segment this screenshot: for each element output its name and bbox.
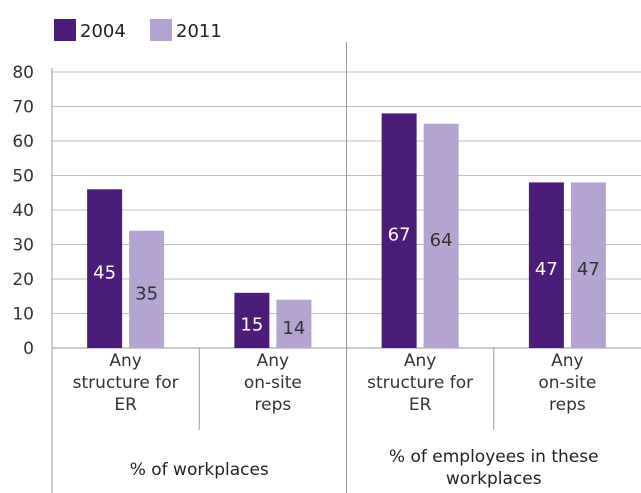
bar-2011-1 bbox=[276, 299, 312, 348]
category-label-line: ER bbox=[114, 395, 137, 415]
category-label-line: reps bbox=[549, 395, 586, 415]
category-label-line: on-site bbox=[244, 373, 302, 393]
category-label: Any on-site reps bbox=[244, 351, 302, 415]
bar-2011-3 bbox=[570, 182, 606, 348]
data-label: 64 bbox=[430, 230, 453, 251]
group-label-line: % of employees in these bbox=[389, 447, 599, 467]
bars: 45 35 15 14 67 64 47 47 bbox=[87, 113, 606, 349]
bar-2004-0 bbox=[87, 189, 123, 348]
y-axis: 0 10 20 30 40 50 60 70 80 bbox=[12, 63, 53, 493]
bar-2011-2 bbox=[423, 123, 459, 348]
legend-label-2011: 2011 bbox=[176, 21, 222, 42]
category-label-line: structure for bbox=[367, 373, 473, 393]
legend-swatch-2004 bbox=[54, 19, 76, 41]
y-tick-label: 30 bbox=[12, 236, 34, 256]
category-label: Any on-site reps bbox=[538, 351, 596, 415]
group-label: % of workplaces bbox=[130, 460, 269, 480]
category-label: Any structure for ER bbox=[367, 351, 473, 415]
category-label-line: reps bbox=[255, 395, 292, 415]
legend-swatch-2011 bbox=[150, 19, 172, 41]
data-label: 45 bbox=[93, 263, 116, 284]
category-label: Any structure for ER bbox=[73, 351, 179, 415]
y-tick-label: 70 bbox=[12, 98, 34, 118]
category-label-line: Any bbox=[551, 351, 583, 371]
data-label: 35 bbox=[135, 283, 158, 304]
group-label-line: % of workplaces bbox=[130, 460, 269, 480]
bar-2004-3 bbox=[528, 182, 564, 348]
data-label: 14 bbox=[282, 318, 305, 339]
category-label-line: structure for bbox=[73, 373, 179, 393]
y-tick-label: 10 bbox=[12, 305, 34, 325]
category-label-line: Any bbox=[404, 351, 436, 371]
y-tick-label: 60 bbox=[12, 132, 34, 152]
bar-2004-1 bbox=[234, 292, 270, 348]
group-label-line: workplaces bbox=[446, 469, 542, 489]
y-tick-label: 20 bbox=[12, 270, 34, 290]
data-label: 15 bbox=[240, 314, 263, 335]
category-label-line: on-site bbox=[538, 373, 596, 393]
category-label-line: ER bbox=[409, 395, 432, 415]
y-tick-label: 40 bbox=[12, 201, 34, 221]
y-tick-label: 80 bbox=[12, 63, 34, 83]
category-label-line: Any bbox=[257, 351, 289, 371]
category-label-line: Any bbox=[109, 351, 141, 371]
legend: 2004 2011 bbox=[54, 19, 222, 42]
data-label: 47 bbox=[535, 259, 558, 280]
bar-2011-0 bbox=[129, 230, 165, 348]
y-tick-label: 50 bbox=[12, 167, 34, 187]
y-tick-label: 0 bbox=[23, 339, 34, 359]
data-label: 47 bbox=[577, 259, 600, 280]
group-label: % of employees in these workplaces bbox=[389, 447, 599, 489]
data-label: 67 bbox=[388, 225, 411, 246]
legend-label-2004: 2004 bbox=[80, 21, 126, 42]
bar-2004-2 bbox=[381, 113, 417, 349]
